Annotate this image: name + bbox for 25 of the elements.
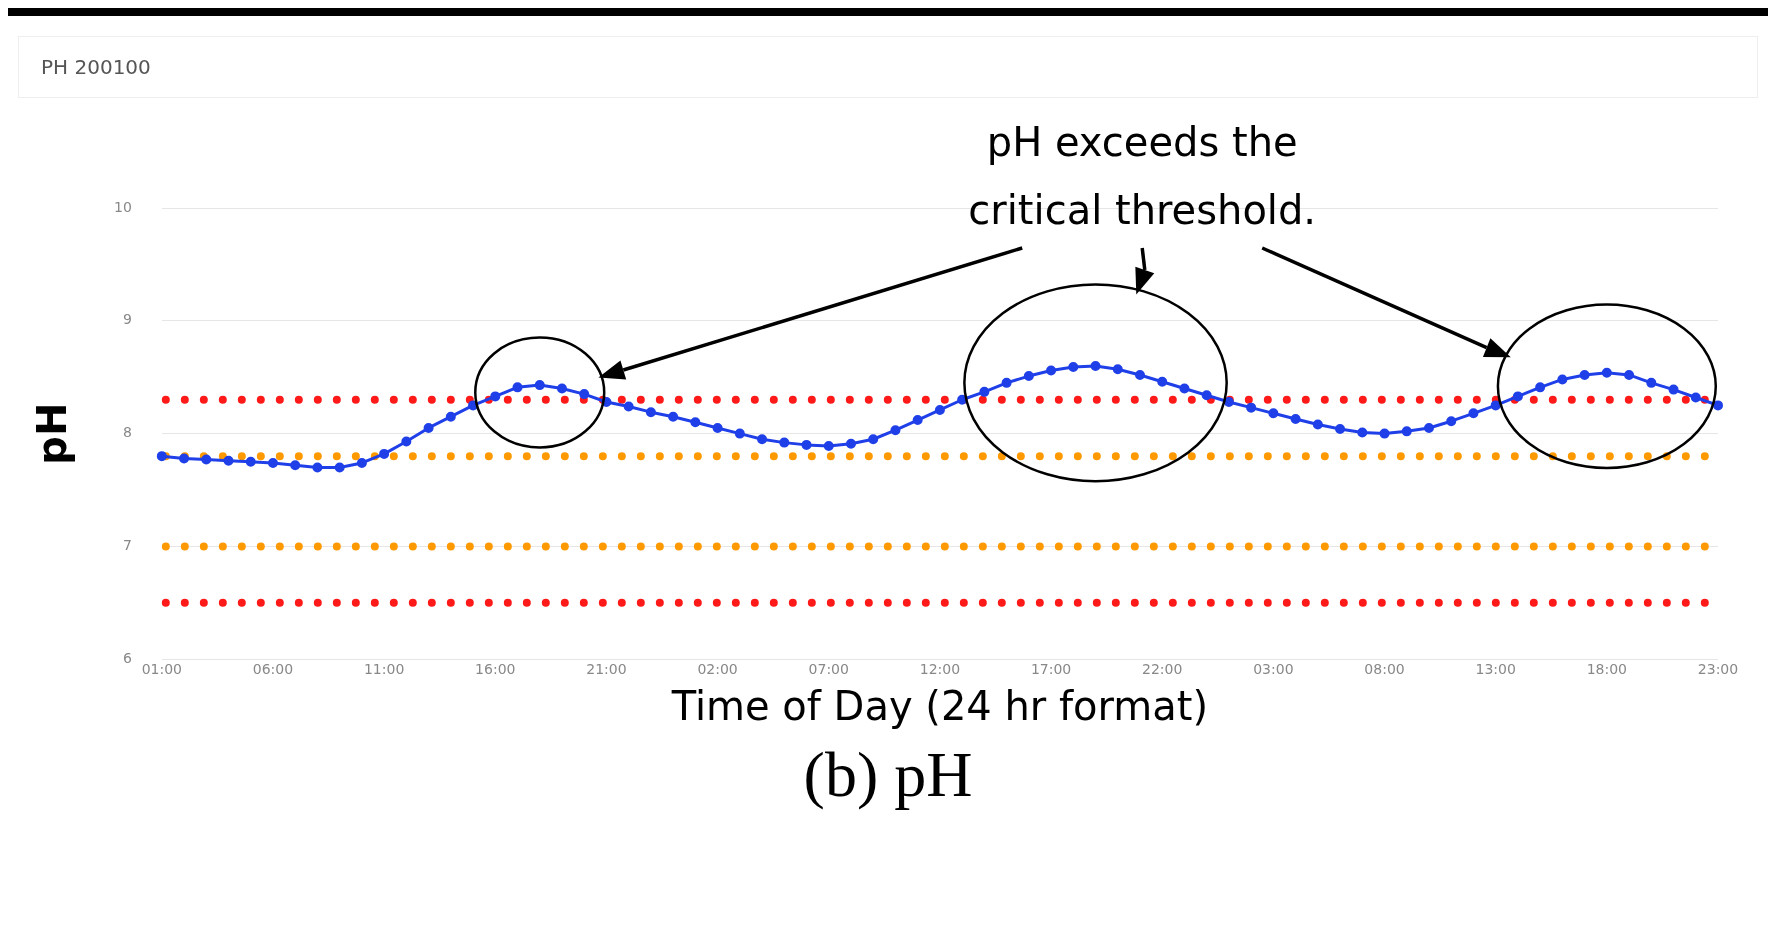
x-tick-label: 23:00 [1697,661,1739,678]
y-tick-label: 10 [113,198,132,215]
x-tick-label: 07:00 [808,661,849,678]
x-tick-label: 18:00 [1586,661,1628,678]
y-tick-label: 7 [122,537,132,554]
x-tick-label: 08:00 [1364,661,1405,678]
chart-title: PH 200100 [18,36,1758,98]
x-tick-label: 13:00 [1475,661,1516,678]
y-tick-label: 6 [122,649,132,666]
x-tick-label: 17:00 [1030,661,1072,678]
annotation: pH exceeds the critical threshold. [967,118,1318,235]
x-tick-label: 16:00 [475,661,516,678]
x-tick-label: 21:00 [586,661,627,678]
x-tick-label: 11:00 [363,661,405,678]
x-tick-label: 12:00 [919,661,961,678]
x-tick-label: 02:00 [697,661,738,678]
text: (b) pH [802,738,974,812]
x-axis-title: Time of Day (24 hr format) [670,683,1209,730]
x-tick-label: 03:00 [1253,661,1294,678]
x-tick-label: 22:00 [1142,661,1183,678]
y-tick-label: 9 [122,311,132,328]
y-tick-label: 8 [122,424,132,441]
x-tick-label: 01:00 [141,661,182,678]
y-axis-title: pH [29,402,76,465]
x-tick-label: 06:00 [252,661,294,678]
